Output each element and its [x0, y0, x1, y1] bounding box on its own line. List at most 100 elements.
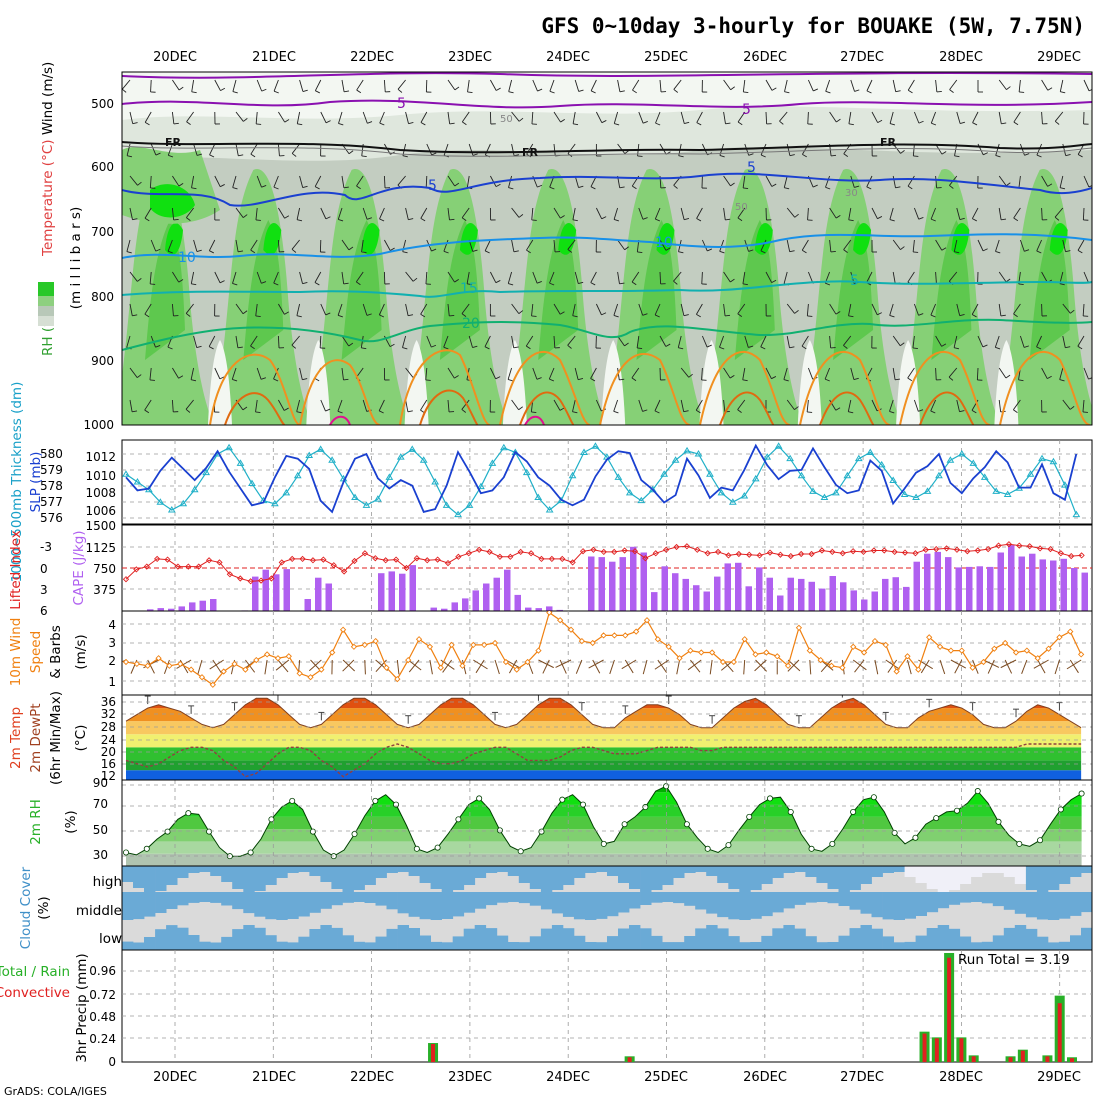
cloud-high-block: [651, 866, 663, 890]
cloud-low-block: [298, 936, 310, 950]
cloud-low-block: [199, 941, 211, 950]
wind-barb: [342, 659, 355, 672]
pressure-tick-label: 500: [91, 97, 114, 111]
precip-convective-bar: [934, 1038, 939, 1062]
thickness-point: [912, 493, 920, 501]
ylabel-convective: Convective: [0, 985, 70, 1001]
cloud-high-block: [287, 866, 299, 873]
thickness-point: [1003, 490, 1012, 497]
cloud-cover-panel: high middle low Cloud Cover (%): [18, 865, 1093, 951]
cloud-middle-block: [992, 892, 1005, 907]
li-tick-label: 0: [40, 562, 48, 576]
cloud-middle-block: [210, 892, 222, 903]
cloud-middle-block: [783, 892, 795, 909]
cape-bar: [483, 583, 490, 611]
cloud-middle-block: [144, 892, 156, 917]
cape-bar: [1081, 572, 1088, 611]
wind-speed-point: [687, 647, 694, 654]
rh-point: [642, 804, 649, 811]
cloud-high-block: [739, 866, 751, 892]
ylabel-cloud-unit: (%): [36, 896, 52, 919]
cloud-low-block: [485, 928, 498, 950]
wind-barb: [687, 659, 702, 671]
wind-barb: [147, 659, 155, 674]
cloud-low-block: [1081, 927, 1092, 950]
wind-speed-point: [1078, 651, 1085, 658]
rh-point: [767, 795, 774, 802]
wind-barb: [592, 659, 601, 674]
cape-bar: [304, 599, 311, 611]
cloud-middle-block: [254, 892, 266, 917]
cloud-level-high: high: [93, 874, 122, 890]
wind-speed-point: [600, 632, 607, 639]
ylabel-millibars: (m i l l i b a r s): [68, 207, 84, 309]
cape-bar: [556, 609, 563, 611]
cloud-high-block: [981, 866, 994, 873]
wind-speed-point: [1002, 639, 1009, 647]
cloud-low-block: [551, 925, 564, 950]
wind-barb: [690, 659, 701, 673]
cloud-low-block: [276, 941, 288, 950]
cloud-middle-block: [750, 892, 762, 919]
cloud-low-block: [640, 928, 652, 950]
thickness-point: [408, 445, 417, 452]
li-point: [901, 549, 909, 556]
cloud-high-block: [926, 866, 939, 889]
thickness-point: [545, 506, 554, 513]
cloud-middle-block: [507, 892, 520, 902]
slp-tick-label: 1006: [85, 504, 116, 518]
wind-barb: [920, 659, 930, 674]
cape-bar: [168, 608, 175, 611]
rh-point: [434, 844, 441, 851]
li-point: [226, 571, 234, 578]
wind-barb: [538, 659, 554, 669]
rh-point: [559, 796, 566, 803]
wind-speed-point: [980, 658, 987, 666]
li-point: [912, 550, 919, 557]
cape-bar: [1071, 568, 1078, 611]
thickness-point: [923, 487, 932, 494]
temp-contour-20: [122, 318, 1092, 351]
cloud-high-block: [232, 866, 244, 889]
cloud-high-block: [254, 866, 266, 891]
cape-bar: [871, 591, 878, 611]
cloud-low-block: [805, 936, 817, 950]
cape-bar: [966, 566, 973, 611]
cloud-middle-block: [243, 892, 255, 914]
wind-speed-point: [285, 653, 292, 660]
cloud-middle-block: [772, 892, 784, 913]
temp-contour-15: [122, 280, 1092, 298]
cape-bar: [630, 546, 637, 611]
wind-speed-point: [491, 639, 499, 647]
temp-tick-label: 16: [101, 757, 116, 771]
freezing-level-line: [122, 141, 1092, 154]
li-point: [507, 553, 514, 560]
li-point: [849, 548, 857, 555]
wind-speed-point: [198, 674, 206, 681]
cloud-middle-block: [761, 892, 773, 917]
rh-point: [455, 816, 462, 823]
wind-speed-point: [263, 651, 271, 658]
cloud-middle-block: [915, 892, 927, 916]
cloud-middle-block: [496, 892, 509, 903]
li-point: [340, 568, 348, 575]
cape-bar: [819, 588, 826, 611]
cape-bar: [388, 571, 395, 611]
li-point: [569, 559, 576, 566]
wind-speed-point: [926, 634, 933, 641]
thickness-point: [1026, 470, 1035, 477]
thickness-point: [1049, 457, 1058, 465]
cloud-low-block: [320, 925, 332, 950]
thickness-point: [282, 488, 291, 496]
cloud-high-block: [562, 866, 575, 885]
thickness-point: [270, 499, 279, 507]
cross-section-ylabels: Temperature (°C) Wind (m/s): [40, 62, 56, 257]
li-point: [694, 546, 701, 553]
wind-barb: [939, 659, 946, 675]
cloud-middle-block: [452, 892, 465, 917]
contour-label: FR: [165, 136, 182, 149]
cloud-middle-block: [739, 892, 751, 920]
thickness-point: [671, 456, 680, 463]
wind-speed-point: [394, 675, 401, 683]
cape-bar: [861, 599, 868, 611]
